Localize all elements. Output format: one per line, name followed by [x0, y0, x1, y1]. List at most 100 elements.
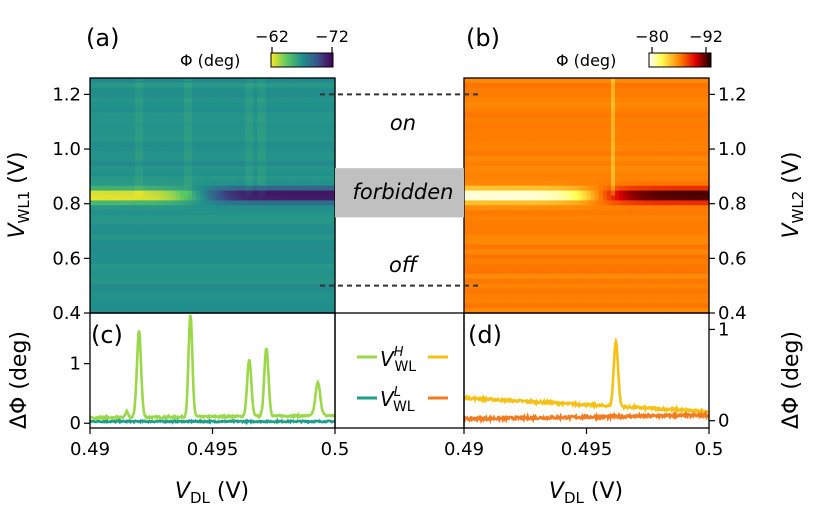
hmB-cell [598, 82, 604, 89]
hmB-cell [684, 92, 690, 99]
hmB-cell [529, 117, 535, 123]
hmA-cell [261, 141, 267, 148]
hmA-cell [322, 244, 328, 250]
hmB-cell [472, 185, 477, 192]
hmA-cell [212, 219, 218, 226]
hmA-cell [151, 82, 156, 89]
hmB-cell [545, 215, 551, 221]
hmA-cell [302, 200, 308, 206]
hmB-cell [668, 205, 673, 211]
hmB-cell [639, 219, 645, 226]
hmB-cell [704, 82, 710, 89]
hmA-cell [126, 156, 132, 162]
hmB-cell [606, 229, 612, 236]
hmB-cell [704, 239, 710, 246]
hmA-cell [188, 215, 193, 221]
hmB-cell [680, 200, 686, 206]
hmB-cell [578, 102, 584, 108]
hmA-cell [306, 151, 312, 157]
hmA-cell [90, 239, 95, 246]
hmA-cell [102, 224, 107, 231]
hmA-cell [163, 136, 169, 143]
hmA-cell [257, 229, 263, 236]
hmB-cell [623, 112, 628, 118]
hmA-cell [130, 180, 136, 187]
hmA-cell [139, 293, 144, 299]
hmA-cell [179, 97, 185, 104]
hmB-cell [496, 200, 502, 206]
hmB-cell [484, 185, 490, 192]
hmA-cell [224, 171, 230, 177]
hmA-cell [277, 180, 283, 187]
hmB-cell [664, 131, 669, 138]
hmB-cell [598, 185, 604, 192]
hmB-cell [676, 171, 682, 177]
hmB-cell [488, 161, 494, 167]
hmB-cell [627, 92, 633, 99]
hmB-cell [700, 224, 706, 231]
hmB-cell [513, 239, 518, 246]
hmA-cell [253, 146, 259, 153]
hmA-cell [310, 278, 316, 285]
hmA-cell [155, 190, 161, 197]
hmB-cell [533, 87, 539, 94]
hmA-cell [155, 278, 161, 285]
hmB-cell [639, 156, 645, 162]
hmA-cell [232, 288, 238, 295]
hmB-cell [692, 171, 698, 177]
hmA-cell [314, 102, 320, 108]
hmB-cell [590, 195, 596, 201]
hmB-cell [664, 97, 669, 104]
hmB-cell [525, 234, 530, 241]
hmA-cell [212, 78, 218, 84]
hmB-cell [545, 239, 551, 246]
hmB-cell [468, 102, 473, 108]
hmA-cell [163, 278, 169, 285]
hmB-cell [537, 166, 543, 172]
hmA-cell [167, 273, 173, 280]
hmA-cell [200, 283, 205, 290]
hmA-cell [302, 293, 308, 299]
hmA-cell [269, 264, 275, 270]
hmA-cell [90, 215, 95, 221]
hmA-cell [249, 146, 254, 153]
heatmap-b [463, 77, 710, 314]
hmB-cell [635, 161, 641, 167]
hmA-cell [98, 146, 103, 153]
hmB-cell [570, 117, 575, 123]
hmB-cell [492, 107, 498, 113]
hmB-cell [672, 107, 677, 113]
hmA-cell [261, 244, 267, 250]
hmB-cell [590, 215, 596, 221]
hmB-cell [668, 87, 673, 94]
hmA-cell [188, 141, 193, 148]
hmA-cell [118, 87, 124, 94]
hmB-cell [545, 200, 551, 206]
hmB-cell [668, 180, 673, 187]
hmA-cell [216, 112, 222, 118]
hmB-cell [578, 219, 584, 226]
hmA-cell [228, 180, 234, 187]
hmA-cell [200, 102, 205, 108]
hmB-cell [537, 112, 543, 118]
hmA-cell [114, 180, 120, 187]
hmB-cell [672, 112, 677, 118]
hmA-cell [265, 78, 271, 84]
hmA-cell [147, 136, 152, 143]
hmB-cell [672, 229, 677, 236]
hmA-cell [212, 215, 218, 221]
hmA-cell [196, 87, 201, 94]
hmB-cell [464, 229, 469, 236]
hmA-cell [286, 239, 291, 246]
hmA-cell [171, 239, 177, 246]
hmB-cell [488, 117, 494, 123]
hmB-cell [504, 107, 510, 113]
hmB-cell [643, 92, 649, 99]
hmA-cell [183, 175, 189, 182]
hmB-cell [553, 87, 559, 94]
hmA-cell [314, 215, 320, 221]
hmB-cell [578, 215, 584, 221]
hmB-cell [562, 92, 567, 99]
hmB-cell [545, 234, 551, 241]
hmA-cell [188, 151, 193, 157]
